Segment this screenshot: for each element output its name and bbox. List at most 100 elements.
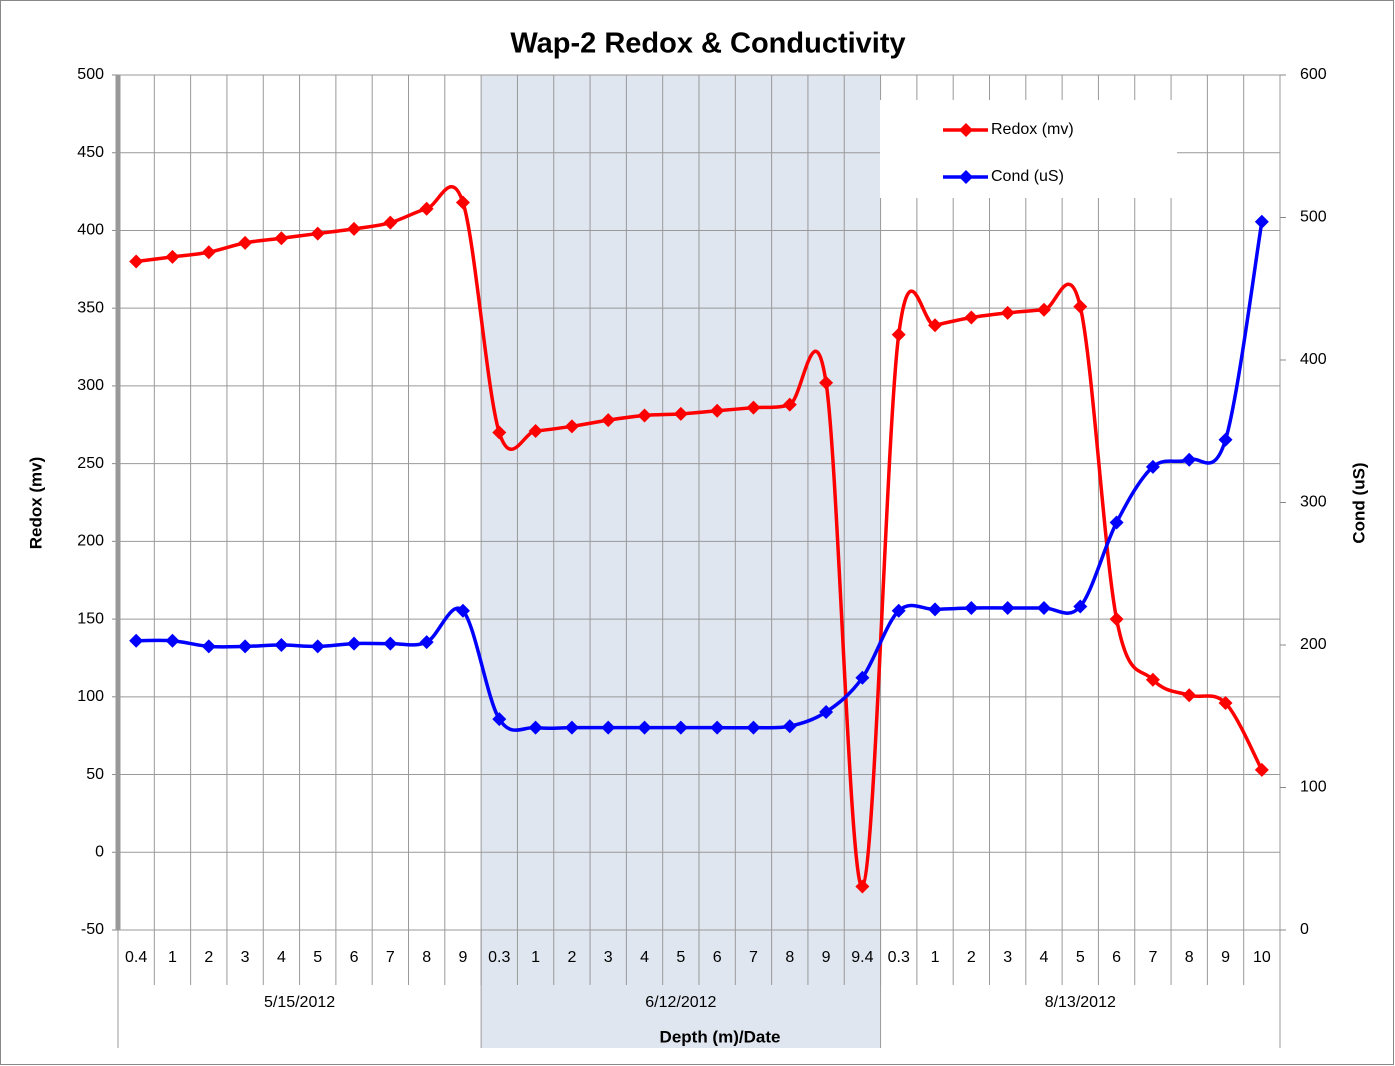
data-point: [165, 633, 180, 648]
x-tick-label: 10: [1253, 949, 1271, 966]
y2-tick-label: 100: [1300, 779, 1327, 796]
x-tick-label: 7: [1148, 949, 1157, 966]
x-tick-label: 0.3: [488, 949, 510, 966]
data-point: [819, 704, 834, 719]
data-point: [601, 413, 616, 428]
y2-tick-label: 300: [1300, 494, 1327, 511]
x-tick-label: 9: [1221, 949, 1230, 966]
y-tick-label: 350: [77, 299, 104, 316]
data-point: [855, 879, 870, 894]
data-point: [891, 327, 906, 342]
x-tick-label: 9.4: [851, 949, 873, 966]
data-point: [1036, 302, 1051, 317]
data-point: [855, 670, 870, 685]
y-tick-label: 300: [77, 377, 104, 394]
x-tick-label: 0.4: [125, 949, 147, 966]
data-point: [964, 310, 979, 325]
marks: [129, 184, 1269, 894]
data-point: [673, 406, 688, 421]
data-point: [891, 603, 906, 618]
y-tick-label: 450: [77, 144, 104, 161]
x-tick-label: 8: [1185, 949, 1194, 966]
x-tick-label: 4: [640, 949, 649, 966]
x-tick-label: 3: [1003, 949, 1012, 966]
x-tick-label: 4: [277, 949, 286, 966]
x-tick-label: 4: [1040, 949, 1049, 966]
data-point: [419, 201, 434, 216]
data-point: [1182, 688, 1197, 703]
data-point: [492, 712, 507, 727]
y2-tick-label: 200: [1300, 636, 1327, 653]
x-tick-label: 9: [822, 949, 831, 966]
data-point: [1145, 459, 1160, 474]
data-point: [1182, 452, 1197, 467]
y2-axis-title: Cond (uS): [1349, 462, 1368, 543]
backgrounds: [481, 75, 881, 1048]
data-point: [673, 720, 688, 735]
x-tick-label: 0.3: [888, 949, 910, 966]
y-tick-label: -50: [81, 921, 104, 938]
data-point: [129, 254, 144, 269]
data-point: [274, 231, 289, 246]
x-tick-label: 8: [422, 949, 431, 966]
data-point: [310, 226, 325, 241]
data-point: [201, 245, 216, 260]
data-point: [1254, 762, 1269, 777]
y-tick-label: 250: [77, 455, 104, 472]
data-point: [1218, 696, 1233, 711]
data-point: [201, 639, 216, 654]
y-axis-title: Redox (mv): [26, 457, 45, 550]
legend-label: Cond (uS): [991, 168, 1064, 185]
data-point: [746, 400, 761, 415]
data-point: [710, 720, 725, 735]
data-point: [819, 375, 834, 390]
data-point: [383, 215, 398, 230]
data-point: [782, 719, 797, 734]
data-point: [419, 635, 434, 650]
data-point: [746, 720, 761, 735]
x-tick-label: 3: [241, 949, 250, 966]
data-point: [1000, 305, 1015, 320]
data-point: [383, 636, 398, 651]
data-point: [1109, 612, 1124, 627]
data-point: [129, 633, 144, 648]
data-point: [455, 195, 470, 210]
data-point: [455, 603, 470, 618]
data-point: [782, 397, 797, 412]
data-point: [637, 408, 652, 423]
data-point: [1036, 600, 1051, 615]
data-point: [238, 639, 253, 654]
x-tick-label: 1: [168, 949, 177, 966]
data-point: [492, 425, 507, 440]
x-tick-label: 9: [459, 949, 468, 966]
y2-tick-label: 600: [1300, 66, 1327, 83]
data-point: [347, 636, 362, 651]
x-tick-label: 2: [204, 949, 213, 966]
y-tick-label: 150: [77, 610, 104, 627]
chart-title: Wap-2 Redox & Conductivity: [510, 28, 905, 60]
data-point: [1254, 214, 1269, 229]
x-axis-title: Depth (m)/Date: [660, 1027, 781, 1046]
group-label: 8/13/2012: [1045, 994, 1116, 1011]
x-tick-label: 1: [931, 949, 940, 966]
data-point: [238, 235, 253, 250]
group-background: [481, 75, 881, 1048]
data-point: [310, 639, 325, 654]
y2-tick-label: 0: [1300, 921, 1309, 938]
x-tick-label: 2: [567, 949, 576, 966]
x-tick-label: 5: [1076, 949, 1085, 966]
x-tick-label: 6: [1112, 949, 1121, 966]
data-point: [637, 720, 652, 735]
y2-tick-label: 400: [1300, 351, 1327, 368]
x-tick-label: 2: [967, 949, 976, 966]
x-tick-label: 1: [531, 949, 540, 966]
x-tick-label: 3: [604, 949, 613, 966]
x-tick-label: 5: [676, 949, 685, 966]
x-tick-label: 6: [713, 949, 722, 966]
data-point: [564, 720, 579, 735]
data-point: [528, 720, 543, 735]
y-tick-label: 500: [77, 66, 104, 83]
data-point: [1073, 299, 1088, 314]
data-point: [1109, 515, 1124, 530]
